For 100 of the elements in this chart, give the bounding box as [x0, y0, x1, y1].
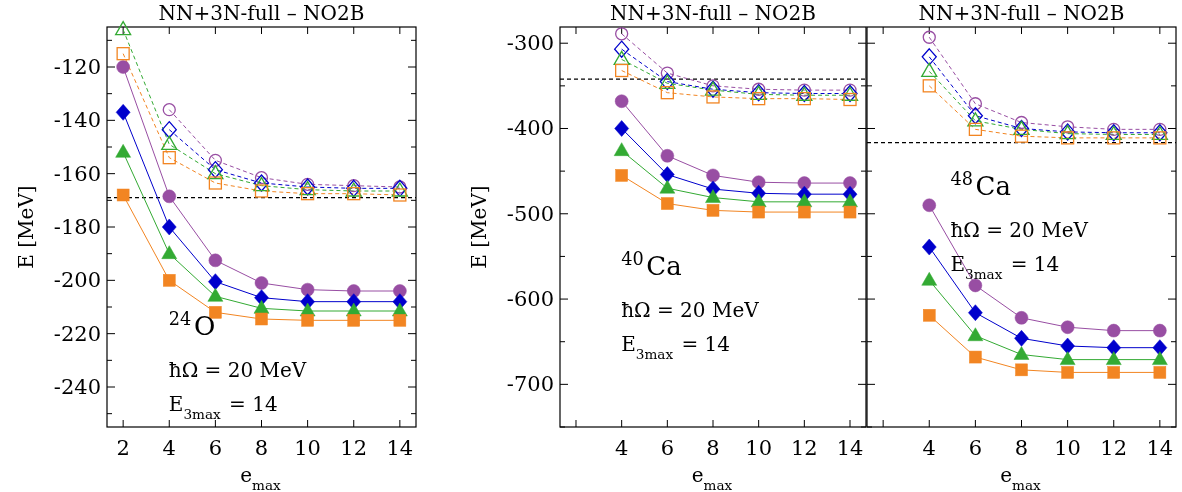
- point: [161, 121, 177, 139]
- x-axis-title: e$_{max}$: [240, 463, 282, 492]
- point: [921, 62, 938, 77]
- point: [614, 40, 630, 58]
- point: [660, 149, 675, 163]
- y-tick-label: -240: [53, 375, 101, 399]
- point: [922, 198, 937, 212]
- annotation: ħΩ = 20 MeV: [950, 218, 1089, 242]
- point: [115, 144, 131, 158]
- point: [208, 153, 223, 167]
- point: [923, 309, 936, 322]
- point: [968, 97, 983, 111]
- x-tick-label: 8: [254, 436, 269, 460]
- point: [967, 112, 984, 127]
- y-tick-label: -700: [506, 372, 554, 397]
- y-axis-title: E [MeV]: [14, 185, 38, 269]
- x-axis-title: e$_{max}$: [1000, 463, 1042, 492]
- chart-title: NN+3N-full – NO2B: [918, 1, 1125, 25]
- annotation: ħΩ = 20 MeV: [621, 298, 760, 322]
- point: [1015, 363, 1028, 377]
- x-tick-label: 8: [1014, 436, 1029, 460]
- point: [705, 189, 721, 203]
- point: [706, 204, 720, 217]
- point: [798, 205, 811, 219]
- point: [706, 168, 720, 183]
- point: [614, 120, 629, 137]
- point: [1059, 351, 1076, 365]
- x-tick-label: 14: [836, 436, 864, 460]
- y-tick-label: -300: [506, 31, 554, 56]
- point: [1152, 351, 1168, 365]
- point: [1106, 323, 1121, 338]
- point: [207, 165, 224, 180]
- point: [253, 300, 270, 314]
- point: [1153, 366, 1167, 379]
- x-tick-label: 10: [294, 436, 321, 460]
- x-tick-label: 6: [660, 436, 675, 460]
- point: [255, 312, 268, 326]
- point: [968, 304, 983, 321]
- annotation: $^{48}$Ca: [950, 169, 1011, 201]
- x-axis-title: e$_{max}$: [691, 463, 733, 492]
- annotation: ħΩ = 20 MeV: [168, 358, 307, 382]
- point: [301, 314, 314, 327]
- annotation: $^{40}$Ca: [621, 249, 682, 281]
- point: [161, 135, 178, 150]
- x-tick-label: 14: [1146, 436, 1174, 460]
- point: [300, 282, 315, 297]
- y-axis-title: E [MeV]: [467, 185, 491, 269]
- point: [1106, 339, 1121, 356]
- point: [162, 189, 177, 204]
- point: [967, 107, 984, 125]
- x-tick-label: 6: [208, 436, 223, 460]
- point: [1060, 131, 1075, 145]
- point: [254, 276, 269, 290]
- point: [1014, 311, 1029, 325]
- y-tick-label: -500: [506, 201, 554, 226]
- point: [208, 273, 223, 290]
- point: [752, 205, 765, 219]
- point: [922, 30, 936, 44]
- y-tick-label: -200: [53, 268, 101, 293]
- point: [615, 169, 628, 182]
- point: [1060, 320, 1075, 334]
- point: [254, 171, 269, 185]
- point: [706, 90, 720, 104]
- y-tick-label: -140: [53, 108, 101, 133]
- point: [393, 314, 407, 327]
- annotation: E$_{3max}$ = 14: [621, 332, 731, 362]
- point: [161, 245, 178, 259]
- point: [162, 103, 176, 117]
- point: [615, 63, 629, 78]
- point: [163, 274, 176, 287]
- point: [843, 205, 857, 219]
- point: [921, 48, 937, 66]
- x-tick-label: 14: [386, 436, 414, 460]
- point: [208, 176, 223, 190]
- point: [921, 272, 938, 286]
- point: [254, 184, 269, 198]
- y-tick-label: -180: [53, 215, 101, 239]
- point: [162, 151, 176, 165]
- x-tick-label: 12: [340, 436, 368, 460]
- point: [967, 327, 984, 341]
- annotation: $^{24}$O: [168, 309, 216, 341]
- point: [1060, 120, 1075, 134]
- point: [659, 179, 676, 194]
- point: [300, 187, 315, 201]
- chart-title: NN+3N-full – NO2B: [158, 1, 365, 25]
- x-tick-label: 12: [1100, 436, 1128, 460]
- point: [660, 166, 675, 183]
- point: [1107, 366, 1120, 379]
- x-tick-label: 10: [1054, 436, 1081, 460]
- y-tick-label: -600: [506, 287, 554, 312]
- point: [615, 27, 629, 41]
- point: [1013, 346, 1030, 360]
- annotation: E$_{3max}$ = 14: [168, 392, 278, 422]
- point: [1061, 366, 1074, 379]
- point: [208, 253, 223, 268]
- point: [922, 238, 937, 256]
- point: [1152, 339, 1168, 356]
- chart-title: NN+3N-full – NO2B: [610, 1, 816, 25]
- point: [1105, 351, 1122, 365]
- point: [114, 21, 132, 36]
